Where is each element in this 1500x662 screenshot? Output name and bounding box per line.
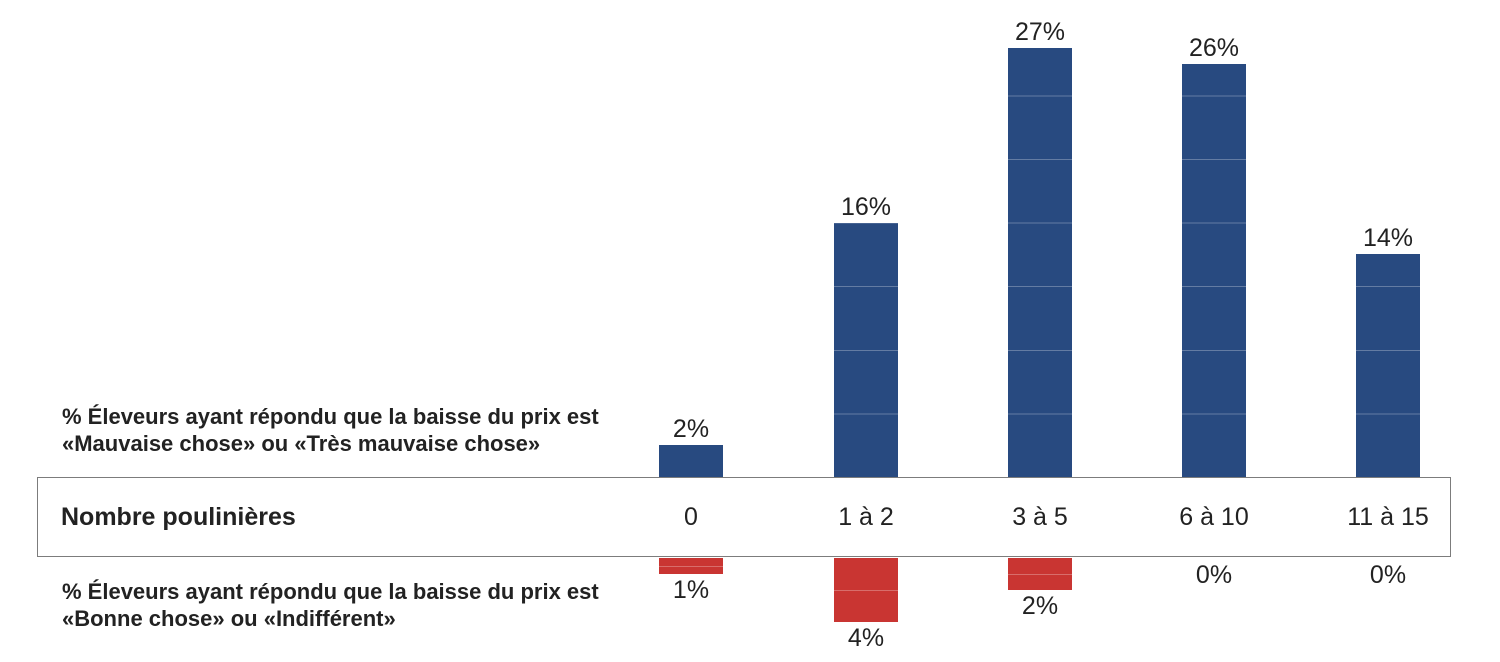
bar-value-label-bonne: 1%: [672, 576, 710, 604]
bar-mauvaise: [1008, 48, 1072, 477]
bar-mauvaise: [1182, 64, 1246, 477]
category-table-box: [37, 477, 1451, 557]
category-label: 1 à 2: [838, 502, 894, 531]
series-label-bonne: % Éleveurs ayant répondu que la baisse d…: [62, 578, 599, 632]
bar-value-label-bonne: 0%: [1369, 561, 1407, 589]
series-label-bonne-line1: % Éleveurs ayant répondu que la baisse d…: [62, 579, 599, 604]
category-label: 6 à 10: [1179, 502, 1249, 531]
bar-mauvaise: [1356, 254, 1420, 477]
bar-bonne: [834, 558, 898, 622]
bar-bonne: [659, 558, 723, 574]
series-label-bonne-line2: «Bonne chose» ou «Indifférent»: [62, 606, 396, 631]
bar-value-label-bonne: 2%: [1021, 592, 1059, 620]
bar-bonne: [1008, 558, 1072, 590]
series-label-mauvaise-line1: % Éleveurs ayant répondu que la baisse d…: [62, 404, 599, 429]
bar-value-label-mauvaise: 27%: [1014, 18, 1066, 46]
bar-value-label-mauvaise: 2%: [672, 415, 710, 443]
category-label: 11 à 15: [1347, 502, 1429, 531]
bar-value-label-mauvaise: 26%: [1188, 34, 1240, 62]
series-label-mauvaise-line2: «Mauvaise chose» ou «Très mauvaise chose…: [62, 431, 541, 456]
category-label: 3 à 5: [1012, 502, 1068, 531]
bar-value-label-mauvaise: 16%: [840, 193, 892, 221]
category-row-label: Nombre poulinières: [61, 502, 296, 531]
series-label-mauvaise: % Éleveurs ayant répondu que la baisse d…: [62, 403, 599, 457]
bar-value-label-bonne: 0%: [1195, 561, 1233, 589]
bar-value-label-mauvaise: 14%: [1362, 224, 1414, 252]
category-label: 0: [684, 502, 698, 531]
bar-mauvaise: [659, 445, 723, 477]
bar-value-label-bonne: 4%: [847, 624, 885, 652]
bar-mauvaise: [834, 223, 898, 477]
